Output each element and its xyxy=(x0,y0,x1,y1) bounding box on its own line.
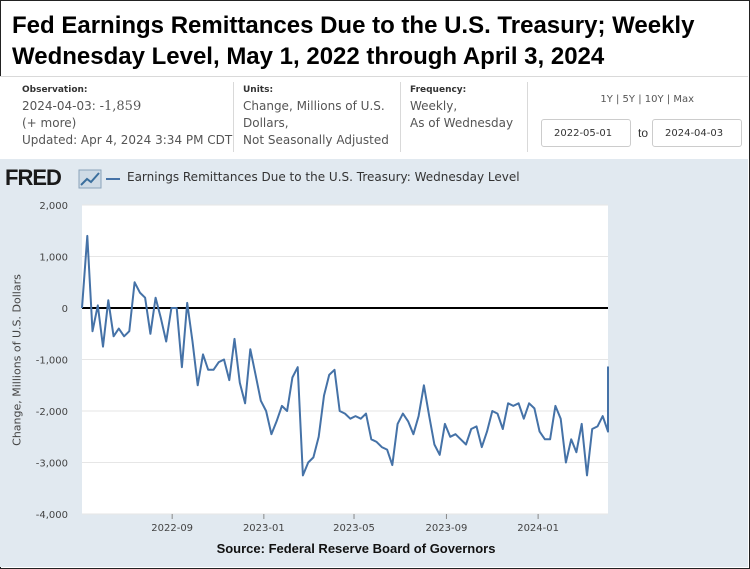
updated-timestamp: Updated: Apr 4, 2024 3:34 PM CDT xyxy=(22,133,233,147)
source-note: Source: Federal Reserve Board of Governo… xyxy=(216,541,496,556)
observation-label: Observation: xyxy=(22,85,88,95)
units-line-3: Not Seasonally Adjusted xyxy=(243,133,389,147)
y-tick-label: -1,000 xyxy=(36,356,68,367)
frequency-block: Frequency: Weekly, As of Wednesday xyxy=(410,84,513,132)
y-tick-label: 1,000 xyxy=(39,253,68,264)
observation-block: Observation: 2024-04-03: -1,859 (+ more)… xyxy=(22,84,232,149)
y-tick-label: -4,000 xyxy=(36,510,68,521)
units-line-1: Change, Millions of U.S. xyxy=(243,99,385,113)
range-presets[interactable]: 1Y | 5Y | 10Y | Max xyxy=(600,94,694,105)
meta-divider xyxy=(527,82,528,152)
fred-logo: FRED xyxy=(5,165,62,191)
observation-value: -1,859 xyxy=(99,99,142,114)
observation-date: 2024-04-03: xyxy=(22,99,96,113)
page-title: Fed Earnings Remittances Due to the U.S.… xyxy=(12,12,695,70)
legend-label: Earnings Remittances Due to the U.S. Tre… xyxy=(127,170,520,184)
x-tick-label: 2023-01 xyxy=(243,523,285,534)
x-tick-label: 2023-09 xyxy=(426,523,468,534)
x-tick-labels: 2022-09 2023-01 2023-05 2023-09 2024-01 xyxy=(151,514,559,534)
fred-logo-text: FRED xyxy=(5,165,62,190)
frequency-line-1: Weekly, xyxy=(410,99,458,113)
units-line-2: Dollars, xyxy=(243,116,289,130)
y-tick-labels: 2,000 1,000 0 -1,000 -2,000 -3,000 -4,000 xyxy=(36,201,68,521)
units-label: Units: xyxy=(243,85,274,95)
y-tick-label: -3,000 xyxy=(36,459,68,470)
frequency-line-2: As of Wednesday xyxy=(410,116,514,130)
x-tick-label: 2024-01 xyxy=(517,523,559,534)
meta-divider xyxy=(400,82,401,152)
y-tick-label: 2,000 xyxy=(39,201,68,212)
y-tick-label: -2,000 xyxy=(36,407,68,418)
end-date-input[interactable]: 2024-04-03 xyxy=(652,119,742,147)
legend-swatch xyxy=(106,178,120,180)
observation-more-link[interactable]: (+ more) xyxy=(22,116,77,130)
meta-divider xyxy=(233,82,234,152)
start-date-input[interactable]: 2022-05-01 xyxy=(541,119,631,147)
date-range-to-label: to xyxy=(638,126,649,140)
y-tick-label: 0 xyxy=(62,304,68,315)
units-block: Units: Change, Millions of U.S. Dollars,… xyxy=(243,84,389,149)
frequency-label: Frequency: xyxy=(410,85,467,95)
x-tick-label: 2023-05 xyxy=(333,523,375,534)
series-line xyxy=(81,234,609,477)
x-tick-label: 2022-09 xyxy=(151,523,193,534)
